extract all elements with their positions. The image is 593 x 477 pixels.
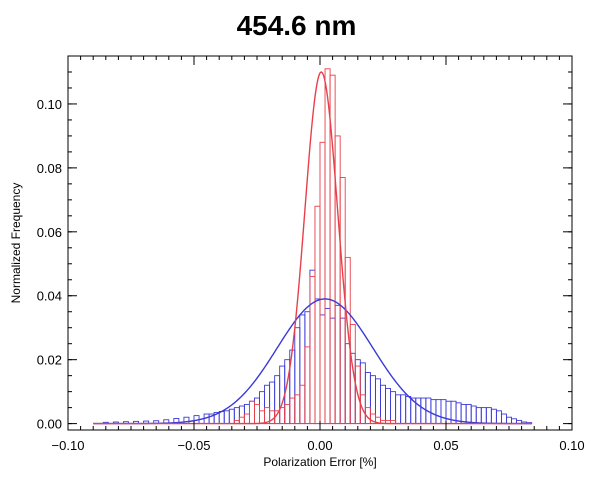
blue-histogram-bar xyxy=(264,384,271,425)
blue-histogram-bar xyxy=(470,405,477,425)
blue-histogram-bar xyxy=(344,343,351,425)
blue-histogram-bar xyxy=(435,399,442,425)
blue-histogram-bar xyxy=(314,298,321,425)
blue-histogram-bar xyxy=(480,407,487,425)
blue-histogram-bar xyxy=(319,314,326,425)
blue-histogram-bar xyxy=(490,408,497,425)
blue-histogram-bar xyxy=(299,314,306,425)
blue-histogram-bar xyxy=(440,399,447,425)
blue-histogram-bar xyxy=(329,317,336,425)
red-histogram-bar xyxy=(279,407,286,425)
blue-histogram-bar xyxy=(460,403,467,425)
red-histogram-bar xyxy=(314,205,321,425)
blue-histogram-bar xyxy=(475,407,482,425)
y-axis-tick-labels: 0.00 0.02 0.04 0.06 0.08 0.10 xyxy=(37,97,62,432)
red-histogram-series xyxy=(233,68,397,425)
blue-histogram-bar xyxy=(334,304,341,425)
red-histogram-bar xyxy=(324,68,331,425)
y-tick-label: 0.06 xyxy=(37,225,62,240)
blue-histogram-bar xyxy=(385,387,392,425)
blue-histogram-bar xyxy=(228,408,235,425)
x-axis-label: Polarization Error [%] xyxy=(263,455,376,469)
blue-histogram-bar xyxy=(359,362,366,425)
y-axis-label: Normalized Frequency xyxy=(9,183,23,304)
blue-histogram-bar xyxy=(218,411,225,425)
x-tick-label: 0.05 xyxy=(433,438,458,453)
blue-histogram-bar xyxy=(183,416,190,425)
x-tick-label: −0.05 xyxy=(178,438,211,453)
blue-histogram-bar xyxy=(495,410,502,425)
red-histogram-bar xyxy=(269,410,276,425)
red-gaussian-fit-line xyxy=(93,71,532,425)
x-tick-label: 0.00 xyxy=(307,438,332,453)
red-histogram-bar xyxy=(289,397,296,425)
y-tick-label: 0.10 xyxy=(37,97,62,112)
red-histogram-bar xyxy=(259,410,266,425)
red-histogram-bar xyxy=(299,384,306,425)
red-histogram-bar xyxy=(349,324,356,425)
blue-histogram-bar xyxy=(380,384,386,425)
red-histogram-bar xyxy=(238,416,245,425)
red-histogram-bar xyxy=(254,403,260,425)
blue-histogram-bar xyxy=(415,397,422,425)
x-tick-label: 0.10 xyxy=(559,438,584,453)
x-tick-label: −0.10 xyxy=(52,438,85,453)
blue-histogram-bar xyxy=(309,269,316,425)
blue-histogram-bar xyxy=(420,397,427,425)
y-tick-label: 0.02 xyxy=(37,353,62,368)
blue-histogram-bar xyxy=(339,317,346,425)
red-histogram-bar xyxy=(243,413,250,425)
y-tick-label: 0.04 xyxy=(37,289,62,304)
blue-histogram-bar xyxy=(233,407,240,425)
y-tick-label: 0.00 xyxy=(37,417,62,432)
axis-ticks xyxy=(67,55,573,430)
x-axis-tick-labels: −0.10 −0.05 0.00 0.05 0.10 xyxy=(52,438,585,453)
blue-histogram-bar xyxy=(506,416,512,425)
red-histogram-bar xyxy=(304,346,311,425)
red-histogram-bar xyxy=(309,276,316,425)
blue-histogram-bar xyxy=(324,308,331,425)
blue-histogram-bar xyxy=(294,327,301,425)
blue-histogram-series xyxy=(102,269,533,425)
blue-histogram-bar xyxy=(223,410,230,425)
red-histogram-bar xyxy=(284,403,291,425)
blue-histogram-bar xyxy=(485,407,492,425)
red-histogram-bar xyxy=(319,141,326,425)
chart-title: 454.6 nm xyxy=(236,10,357,41)
blue-histogram-bar xyxy=(465,403,472,425)
blue-histogram-bar xyxy=(395,394,402,425)
y-tick-label: 0.08 xyxy=(37,161,62,176)
blue-histogram-bar xyxy=(445,400,452,425)
blue-histogram-bar xyxy=(500,413,507,425)
blue-histogram-bar xyxy=(248,400,255,425)
blue-histogram-bar xyxy=(430,399,437,425)
blue-histogram-bar xyxy=(238,405,245,425)
red-histogram-bar xyxy=(248,400,255,425)
blue-histogram-bar xyxy=(254,397,260,425)
blue-histogram-bar xyxy=(390,391,397,425)
blue-histogram-bar xyxy=(259,391,266,425)
blue-histogram-bar xyxy=(369,375,376,425)
blue-histogram-bar xyxy=(405,395,412,425)
red-histogram-bar xyxy=(294,394,301,425)
blue-histogram-bar xyxy=(400,394,407,425)
blue-histogram-bar xyxy=(304,311,311,425)
